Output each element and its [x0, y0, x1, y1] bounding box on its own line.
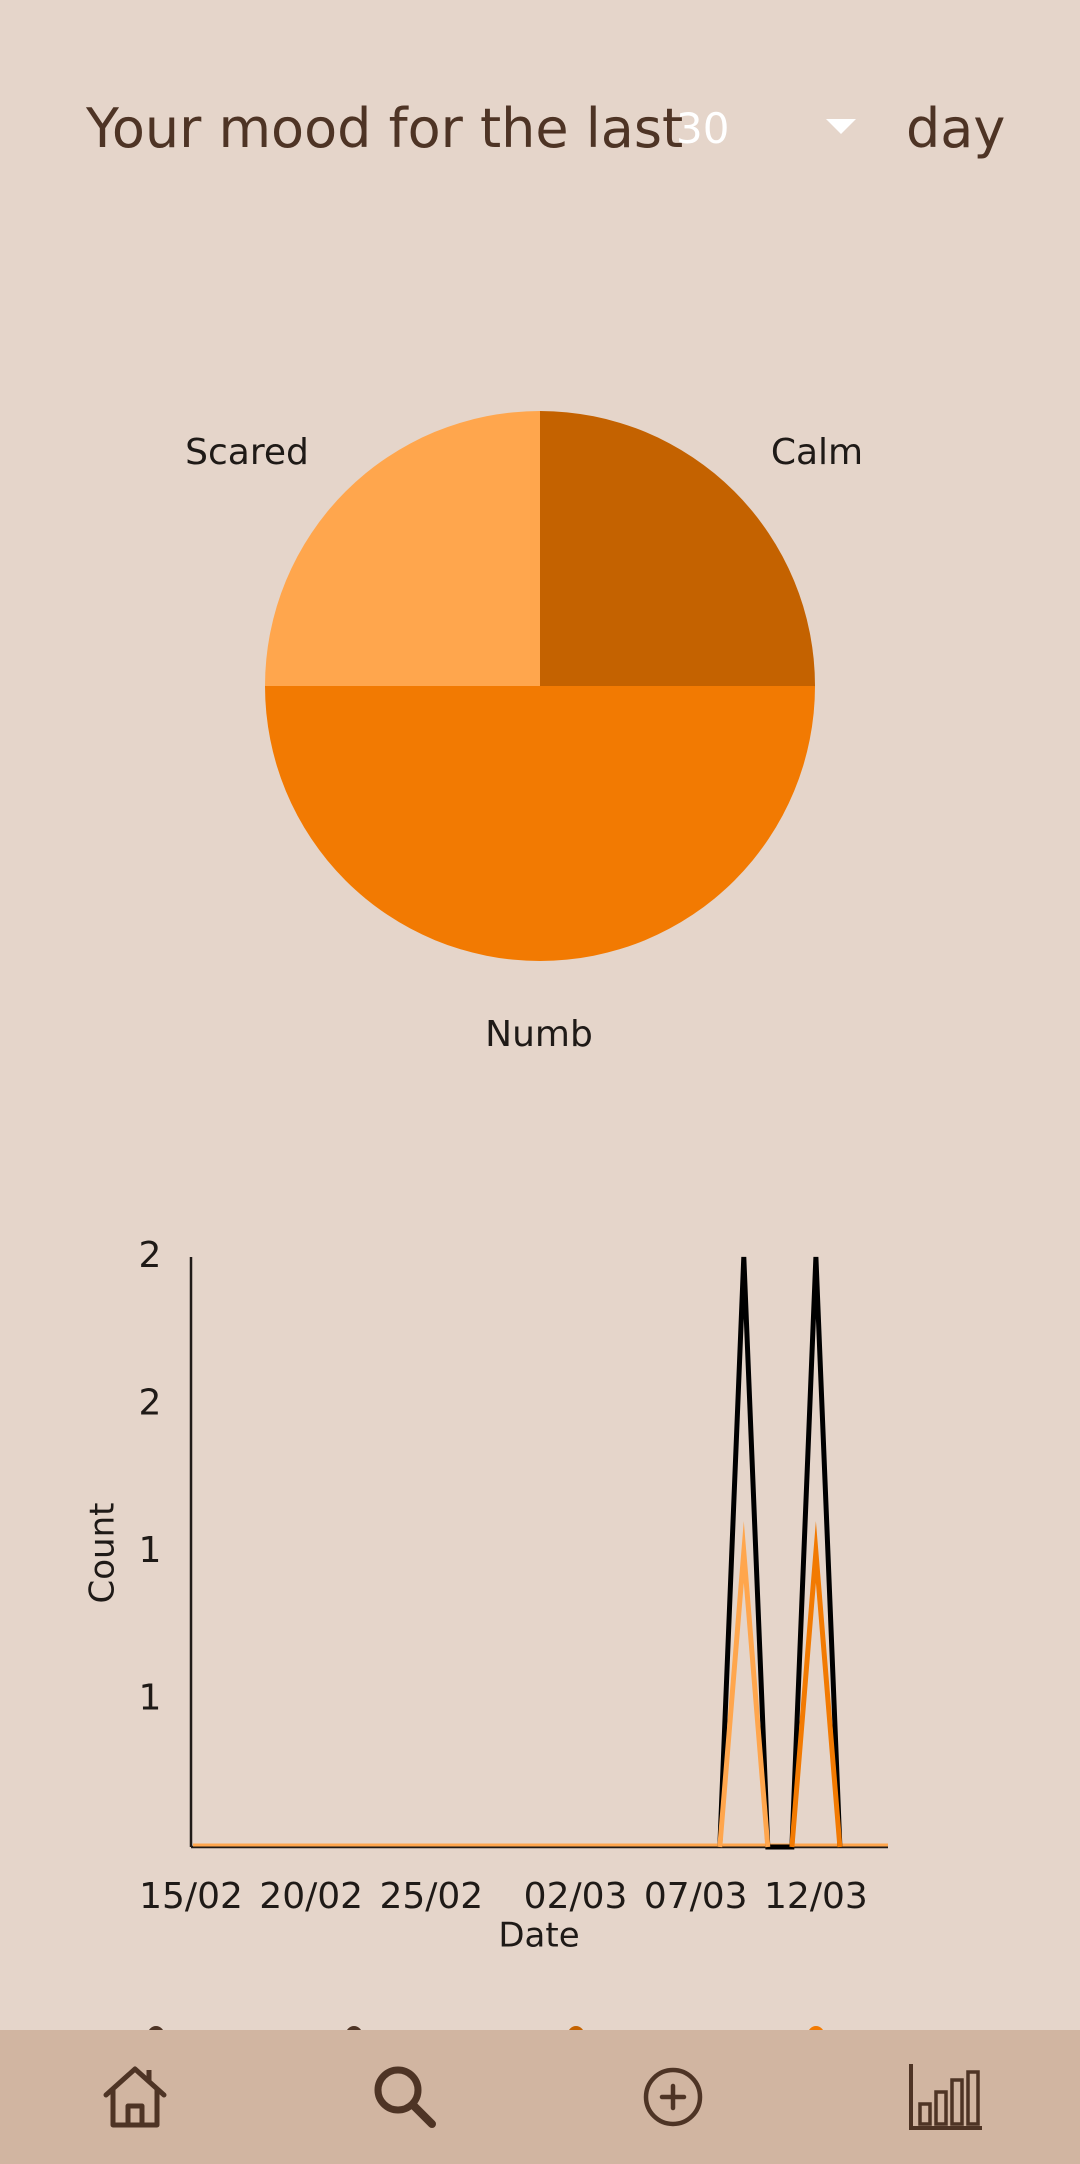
pie-slice-calm — [540, 411, 815, 686]
legend-marker — [346, 2026, 362, 2030]
y-axis-title: Count — [83, 1503, 123, 1604]
x-tick-label: 07/03 — [644, 1876, 748, 1917]
y-tick-label: 1 — [139, 1530, 162, 1571]
series-line-2 — [789, 1521, 843, 1848]
x-tick-label: 15/02 — [139, 1876, 243, 1917]
x-tick-label: 02/03 — [524, 1876, 628, 1917]
y-tick-label: 2 — [139, 1235, 162, 1276]
period-dropdown[interactable]: 30 — [668, 97, 868, 161]
pie-label-scared: Scared — [185, 432, 309, 473]
nav-search-button[interactable] — [325, 2030, 485, 2164]
pie-label-numb: Numb — [485, 1014, 593, 1055]
x-tick-label: 12/03 — [764, 1876, 868, 1917]
nav-add-button[interactable] — [593, 2030, 753, 2164]
x-axis-title: Date — [498, 1916, 579, 1956]
period-value: 30 — [676, 104, 730, 153]
search-icon — [374, 2066, 436, 2128]
x-tick-label: 25/02 — [379, 1876, 483, 1917]
pie-label-calm: Calm — [771, 432, 863, 473]
pie-slice-numb — [265, 686, 815, 961]
title-prefix: Your mood for the last — [86, 97, 684, 160]
mood-header: Your mood for the last 30 day — [0, 0, 1080, 260]
y-tick-label: 2 — [139, 1383, 162, 1424]
nav-home-button[interactable] — [55, 2030, 215, 2164]
home-icon — [103, 2066, 167, 2128]
mood-pie-chart: Calm Numb Scared — [185, 411, 863, 1055]
bottom-navigation — [0, 2030, 1080, 2164]
chart-legend — [0, 2016, 1080, 2030]
legend-marker — [148, 2026, 164, 2030]
bar-chart-icon — [909, 2064, 982, 2130]
legend-marker — [808, 2026, 824, 2030]
y-tick-label: 1 — [139, 1678, 162, 1719]
add-circle-icon — [643, 2067, 703, 2127]
title-suffix: day — [906, 97, 1006, 160]
series-line-1 — [717, 1521, 771, 1848]
series-line-0 — [717, 1256, 843, 1850]
chevron-down-icon — [826, 119, 856, 134]
x-tick-label: 20/02 — [259, 1876, 363, 1917]
legend-marker — [568, 2026, 584, 2030]
mood-line-chart: 1 1 2 2 15/02 20/02 25/02 02/03 07/03 12/03 Date Co… — [83, 1235, 888, 1956]
pie-slice-scared — [265, 411, 540, 686]
nav-stats-button[interactable] — [866, 2030, 1026, 2164]
